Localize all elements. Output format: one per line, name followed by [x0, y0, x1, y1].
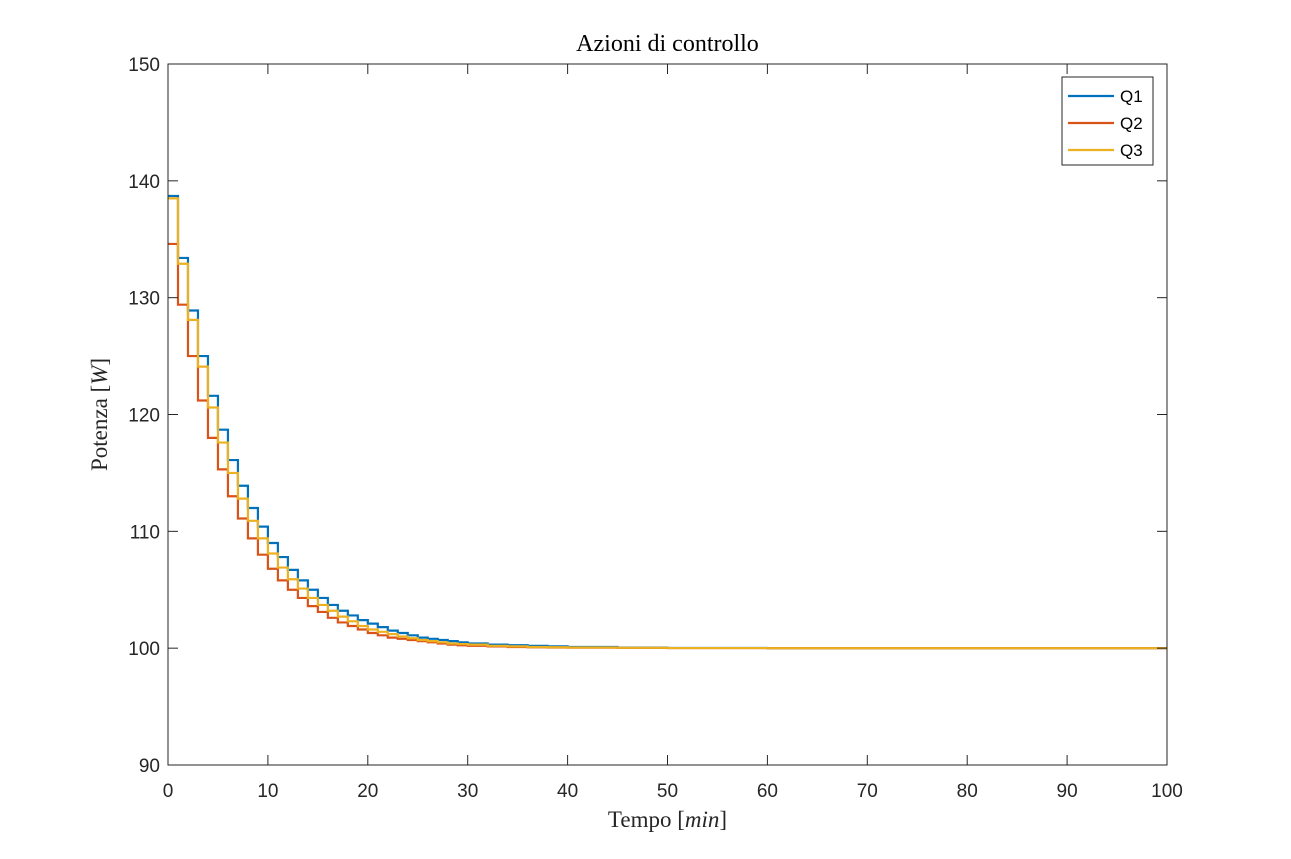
x-axis-label: Tempo [min] — [608, 807, 727, 832]
x-tick-label: 70 — [857, 781, 878, 802]
x-tick-label: 50 — [657, 781, 678, 802]
legend-label: Q2 — [1120, 114, 1143, 133]
x-tick-label: 80 — [957, 781, 978, 802]
y-axis-label-text: Potenza — [87, 398, 112, 471]
chart-title: Azioni di controllo — [576, 31, 759, 57]
series-line-q3 — [168, 197, 1167, 650]
y-tick-label: 140 — [128, 172, 160, 193]
plot-area — [168, 64, 1167, 765]
x-tick-label: 100 — [1151, 781, 1183, 802]
x-tick-label: 20 — [357, 781, 378, 802]
x-tick-label: 90 — [1057, 781, 1078, 802]
x-tick-label: 10 — [257, 781, 278, 802]
series-group — [168, 194, 1167, 650]
legend-label: Q3 — [1120, 141, 1143, 160]
y-axis-bracket-open: [ — [87, 385, 112, 398]
x-tick-label: 40 — [557, 781, 578, 802]
x-tick-label: 0 — [163, 781, 174, 802]
x-tick-label: 60 — [757, 781, 778, 802]
y-axis-unit: W — [87, 364, 112, 385]
series-line-q1 — [168, 194, 1167, 650]
x-axis-bracket-open: [ — [671, 807, 684, 832]
ticks-group: 0 10 20 30 40 50 60 70 80 90 100 90 100 110 120 130 140 1… — [128, 55, 1183, 802]
x-tick-label: 30 — [457, 781, 478, 802]
x-axis-unit: min — [685, 807, 720, 832]
y-tick-label: 150 — [128, 55, 160, 76]
y-tick-label: 130 — [128, 289, 160, 310]
x-axis-bracket-close: ] — [719, 807, 727, 832]
y-tick-label: 110 — [130, 522, 160, 543]
y-tick-label: 100 — [128, 639, 160, 660]
legend-label: Q1 — [1120, 87, 1143, 106]
x-axis-label-text: Tempo — [608, 807, 672, 832]
y-axis-bracket-close: ] — [87, 358, 112, 366]
y-axis-label: Potenza [W] — [87, 358, 112, 471]
y-tick-label: 90 — [139, 756, 160, 777]
y-tick-label: 120 — [128, 406, 160, 427]
legend: Q1 Q2 Q3 — [1061, 76, 1154, 166]
